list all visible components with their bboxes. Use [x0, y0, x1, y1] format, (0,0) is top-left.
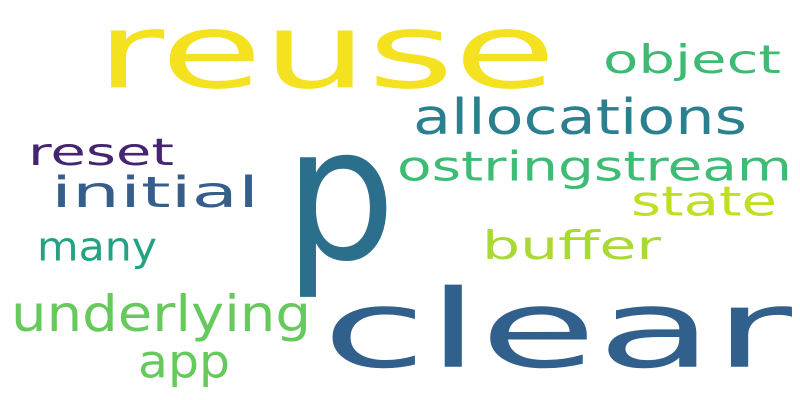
word-state: state: [631, 177, 777, 226]
word-initial: initial: [51, 167, 259, 218]
word-object: object: [603, 36, 781, 83]
word-reset: reset: [28, 130, 174, 174]
word-underlying: underlying: [11, 284, 312, 343]
word-reuse: reuse: [96, 0, 556, 113]
word-app: app: [138, 334, 230, 389]
word-p: p: [284, 86, 396, 303]
word-allocations: allocations: [413, 88, 747, 146]
word-many: many: [37, 223, 157, 271]
word-ostringstream: ostringstream: [397, 142, 792, 191]
word-buffer: buffer: [482, 222, 661, 269]
word-clear: clear: [322, 266, 792, 393]
